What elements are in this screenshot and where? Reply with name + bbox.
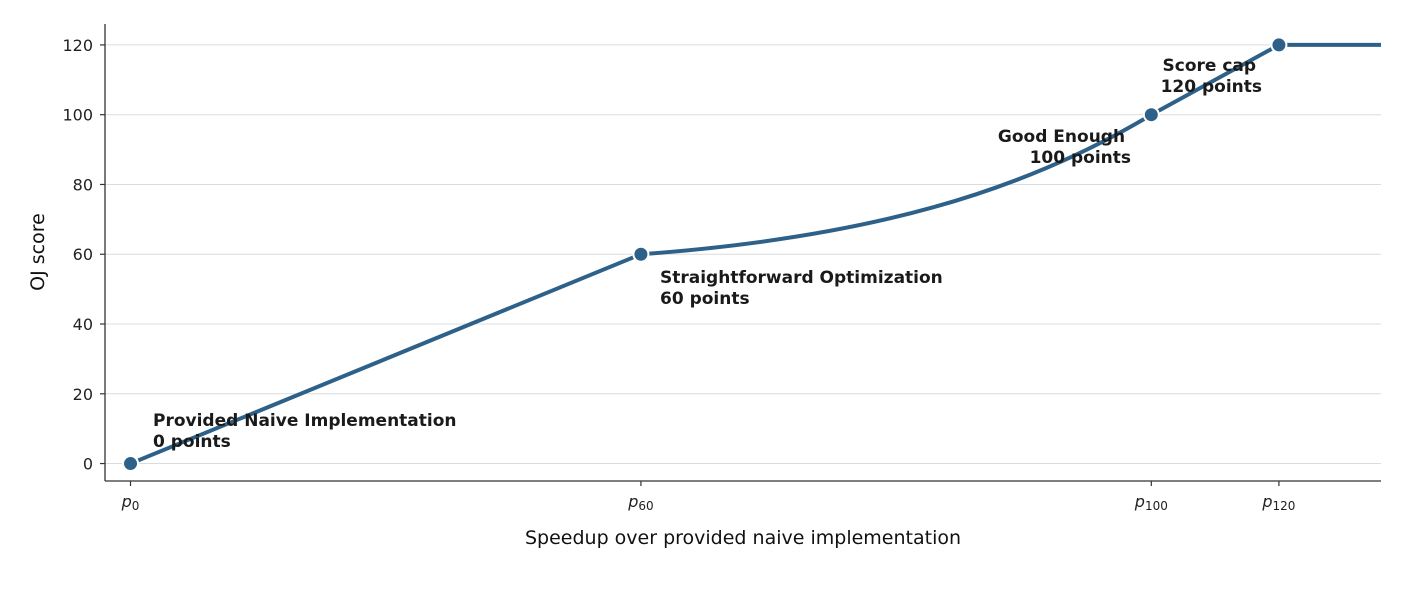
annotation-naive-line1: Provided Naive Implementation	[153, 411, 457, 431]
x-tick-label: p100	[1134, 492, 1168, 513]
annotation-score-cap-line1: Score cap	[1163, 56, 1257, 76]
y-tick-label: 20	[73, 385, 93, 404]
y-tick-label: 40	[73, 315, 93, 334]
annotation-naive-line2: 0 points	[153, 432, 231, 452]
annotation-good-enough-line2: 100 points	[1030, 148, 1131, 168]
x-tick-subscript: 100	[1145, 499, 1168, 513]
annotations: Provided Naive Implementation 0 points S…	[153, 56, 1262, 452]
y-tick-label: 120	[62, 36, 93, 55]
y-ticks: 0 20 40 60 80 100 120	[62, 36, 105, 474]
x-tick-subscript: 120	[1273, 499, 1296, 513]
annotation-good-enough-line1: Good Enough	[998, 127, 1125, 147]
x-tick-label: p60	[627, 492, 653, 513]
x-tick-label: p0	[121, 492, 140, 513]
data-point	[632, 245, 650, 263]
x-tick-symbol: p	[121, 492, 132, 511]
annotation-straightforward-line1: Straightforward Optimization	[660, 268, 943, 288]
data-points	[122, 36, 1288, 473]
y-axis-title: OJ score	[27, 213, 49, 291]
x-ticks: p0 p60 p100 p120	[121, 481, 1295, 513]
data-point	[122, 455, 140, 473]
y-tick-label: 80	[73, 175, 93, 194]
annotation-straightforward: Straightforward Optimization 60 points	[660, 268, 949, 309]
x-tick-symbol: p	[627, 492, 638, 511]
data-point	[1270, 36, 1288, 54]
data-point	[1142, 106, 1160, 124]
x-axis-title: Speedup over provided naive implementati…	[525, 527, 961, 549]
series-lines	[129, 42, 1381, 466]
annotation-naive: Provided Naive Implementation 0 points	[153, 411, 462, 452]
x-tick-symbol: p	[1261, 492, 1272, 511]
annotation-good-enough: Good Enough 100 points	[998, 127, 1131, 168]
annotation-score-cap-line2: 120 points	[1161, 77, 1262, 97]
x-tick-subscript: 0	[132, 499, 140, 513]
gridlines	[105, 44, 1381, 465]
x-tick-subscript: 60	[638, 499, 653, 513]
x-tick-symbol: p	[1134, 492, 1145, 511]
annotation-score-cap: Score cap 120 points	[1161, 56, 1262, 97]
annotation-straightforward-line2: 60 points	[660, 289, 750, 309]
y-tick-label: 100	[62, 106, 93, 125]
series-line	[129, 42, 1381, 466]
y-tick-label: 60	[73, 245, 93, 264]
x-tick-label: p120	[1261, 492, 1295, 513]
y-tick-label: 0	[83, 455, 93, 474]
